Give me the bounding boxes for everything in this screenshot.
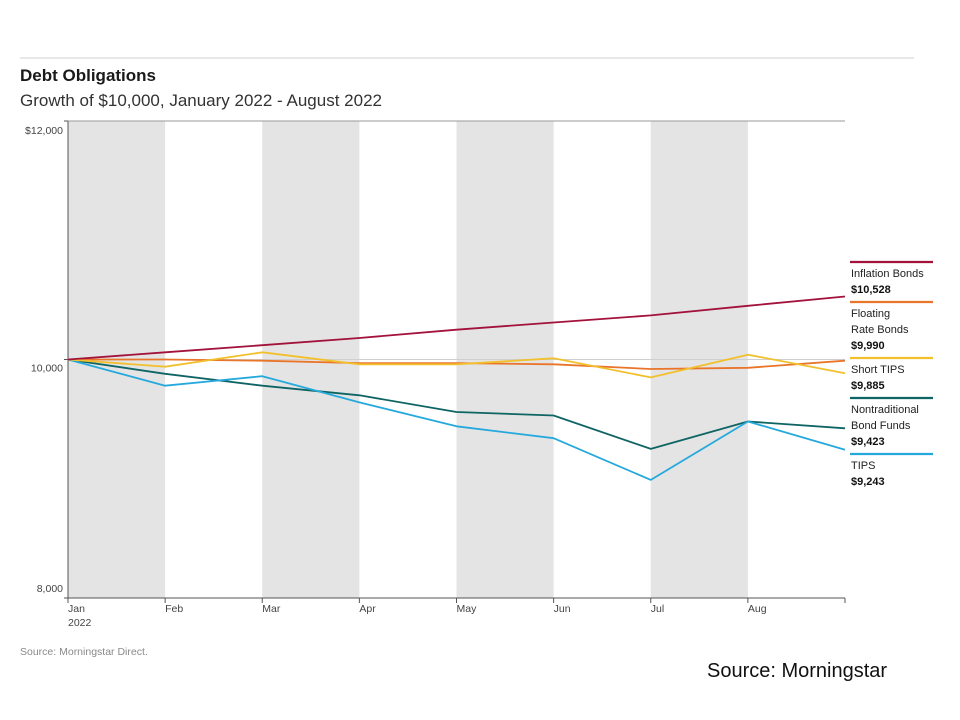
x-tick-year-label: 2022 <box>68 617 92 629</box>
legend-value: $10,528 <box>851 284 891 296</box>
x-tick-label: Jan <box>68 603 85 615</box>
y-tick-label: 10,000 <box>31 363 63 375</box>
legend-label: Bond Funds <box>851 420 911 432</box>
chart-subtitle: Growth of $10,000, January 2022 - August… <box>20 91 382 110</box>
y-tick-label: 8,000 <box>37 583 63 595</box>
legend-label: Nontraditional <box>851 404 919 416</box>
series-line-nontraditional-bond-funds <box>67 358 846 450</box>
legend-label: Rate Bonds <box>851 324 909 336</box>
x-tick-label: Mar <box>262 603 281 615</box>
legend-label: Inflation Bonds <box>851 268 924 280</box>
x-tick-label: Jun <box>554 603 571 615</box>
series-line-floating-rate-bonds <box>68 358 846 370</box>
series-line-inflation-bonds <box>67 295 846 361</box>
legend-value: $9,423 <box>851 436 885 448</box>
x-tick-label: Aug <box>748 603 767 615</box>
legend-value: $9,990 <box>851 340 885 352</box>
series-lines <box>67 295 846 481</box>
series-line-tips <box>67 358 846 481</box>
footer-source: Source: Morningstar <box>707 660 888 682</box>
x-tick-label: Feb <box>165 603 183 615</box>
x-tick-label: Apr <box>359 603 376 615</box>
legend-value: $9,885 <box>851 380 885 392</box>
y-tick-label: $12,000 <box>25 125 63 137</box>
legend-label: Floating <box>851 308 890 320</box>
legend-value: $9,243 <box>851 476 885 488</box>
chart-source-note: Source: Morningstar Direct. <box>20 646 148 658</box>
x-tick-label: May <box>457 603 478 615</box>
legend: Inflation Bonds $10,528 Floating Rate Bonds… <box>850 260 933 488</box>
chart-title: Debt Obligations <box>20 66 156 85</box>
legend-label: Short TIPS <box>851 364 905 376</box>
x-tick-label: Jul <box>651 603 664 615</box>
series-line-short-tips <box>67 351 846 379</box>
legend-label: TIPS <box>851 460 875 472</box>
